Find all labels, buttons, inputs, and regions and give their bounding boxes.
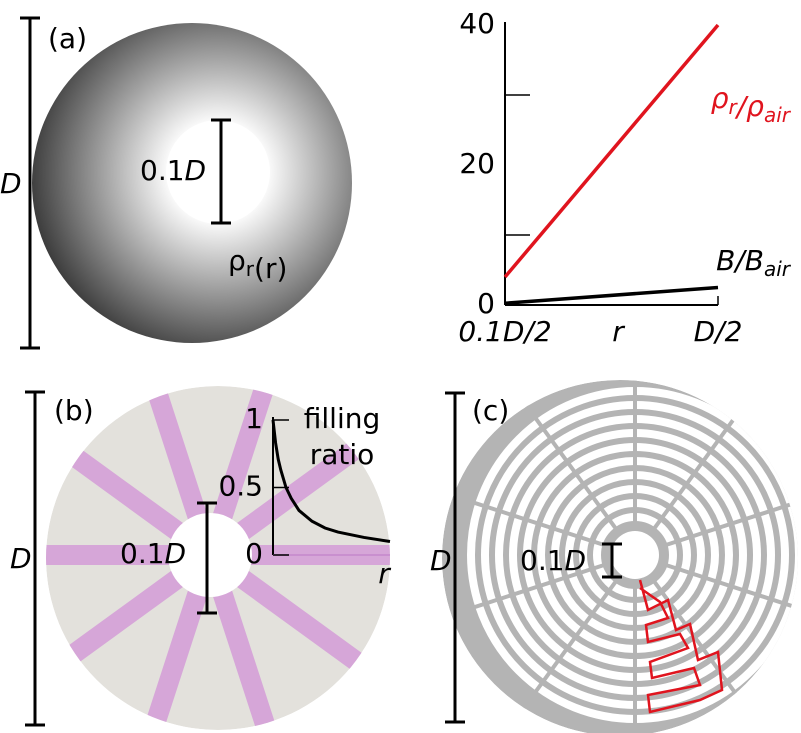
y-tick-label: 0 xyxy=(245,537,263,570)
panel-label: (b) xyxy=(54,394,94,427)
subscript: air xyxy=(764,103,792,127)
hole xyxy=(611,531,659,579)
text-part: 0.1 xyxy=(140,154,185,187)
x-axis-label: r xyxy=(378,557,391,590)
rich-label: 0.1D xyxy=(140,154,206,187)
text-part: D xyxy=(565,544,587,577)
text-part: D xyxy=(165,537,187,570)
x-axis-label: r xyxy=(612,315,625,348)
line xyxy=(505,25,718,277)
rich-label: B/Bair xyxy=(716,244,792,281)
text-part: /ρ xyxy=(734,90,764,123)
text-part: ρ xyxy=(228,244,246,277)
y-tick-label: 40 xyxy=(459,7,495,40)
y-axis-label: filling xyxy=(304,402,381,435)
line xyxy=(505,288,718,304)
rich-label: 0.1D xyxy=(120,537,186,570)
y-tick-label: 0.5 xyxy=(218,470,263,503)
text-part: B/B xyxy=(716,244,764,277)
panel-label: (c) xyxy=(472,394,509,427)
y-tick-label: 20 xyxy=(459,147,495,180)
rich-label: ρr/ρair xyxy=(711,82,792,127)
text-part: 0.1 xyxy=(520,544,565,577)
subscript: air xyxy=(764,257,792,281)
text-part: ρ xyxy=(711,82,729,115)
rich-label: 0.1D xyxy=(520,544,586,577)
x-tick-label: 0.1D/2 xyxy=(458,315,551,348)
text-part: 0.1 xyxy=(120,537,165,570)
dimension-label: D xyxy=(0,167,22,200)
y-tick-label: 1 xyxy=(245,402,263,435)
x-tick-label: D/2 xyxy=(694,315,743,348)
dimension-label: D xyxy=(10,542,32,575)
text-part: (r) xyxy=(254,252,287,285)
y-axis-label: ratio xyxy=(310,438,375,471)
text-part: D xyxy=(185,154,207,187)
dimension-label: D xyxy=(430,544,452,577)
panel-label: (a) xyxy=(48,22,87,55)
figure: (a) D D (b) D (c) D 0.1Dρr(r)0.1D0.1D020… xyxy=(0,0,801,733)
